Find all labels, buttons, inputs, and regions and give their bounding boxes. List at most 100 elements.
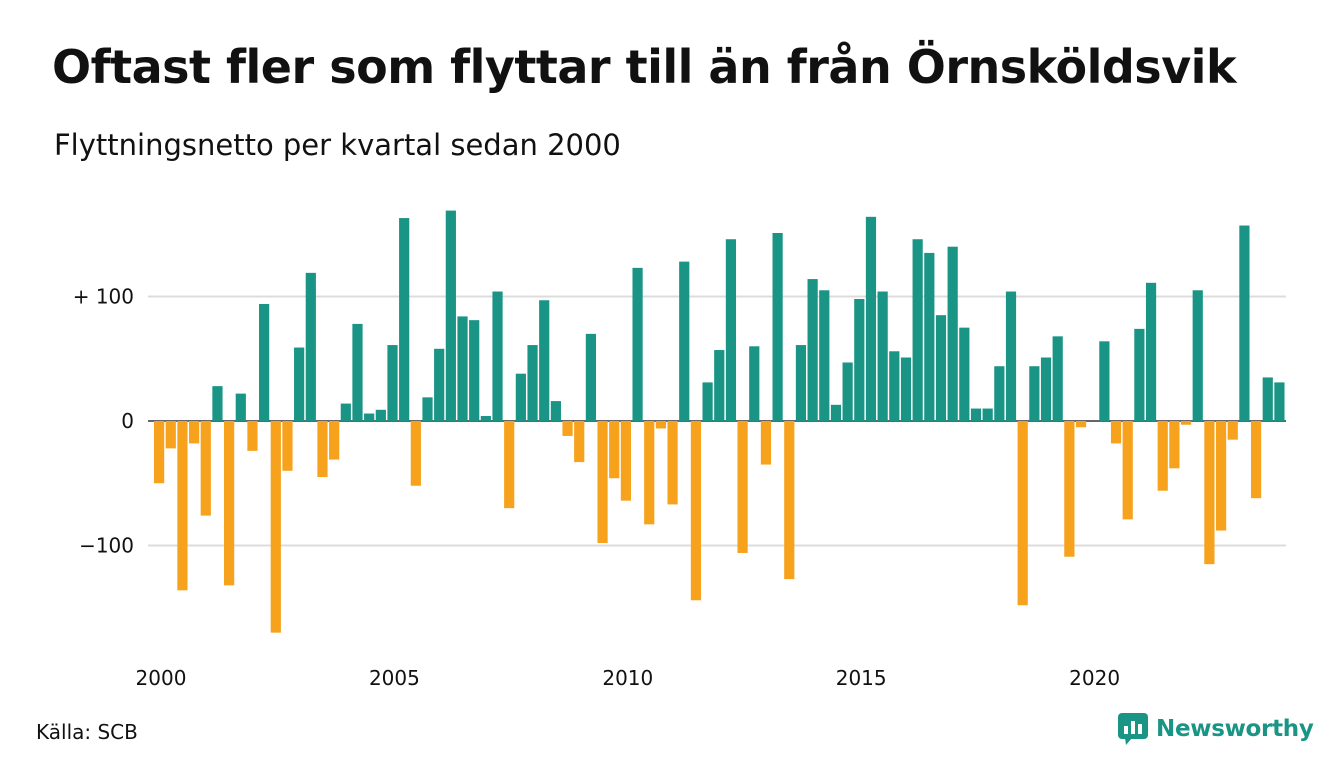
bar (1262, 377, 1273, 421)
bar (1029, 366, 1040, 421)
bar (702, 382, 713, 421)
bar (585, 333, 596, 421)
bar (1005, 291, 1017, 421)
bar (375, 409, 386, 421)
bar (1227, 421, 1238, 440)
bar (784, 421, 795, 580)
chart-subtitle: Flyttningsnetto per kvartal sedan 2000 (54, 128, 621, 162)
bar (889, 351, 900, 421)
bar (865, 216, 877, 421)
bar (632, 267, 643, 421)
y-tick-label: 0 (121, 409, 134, 433)
x-tick-label: 2015 (836, 666, 887, 690)
bar (1017, 421, 1028, 606)
bar (1239, 225, 1250, 421)
bar (1250, 421, 1262, 499)
bar (1274, 382, 1285, 421)
bar (387, 345, 398, 421)
bar (819, 290, 830, 421)
bars (154, 210, 1285, 633)
bar (749, 346, 760, 421)
bar (655, 421, 667, 429)
bar (1215, 421, 1227, 531)
bar (480, 416, 491, 421)
bar (912, 239, 923, 421)
bar (935, 315, 947, 421)
bar (515, 373, 526, 421)
bar (1099, 341, 1110, 421)
bar (900, 357, 912, 421)
x-tick-label: 2005 (369, 666, 420, 690)
bar (1192, 290, 1203, 421)
bar (177, 421, 188, 591)
bar (259, 303, 270, 421)
bar (795, 345, 807, 421)
bar (165, 421, 176, 449)
newsworthy-logo-icon (1118, 713, 1148, 745)
bar (1075, 421, 1087, 428)
bar (212, 386, 223, 421)
bar (994, 366, 1005, 421)
bar (550, 401, 561, 421)
bar (469, 320, 480, 421)
bar (574, 421, 585, 463)
bar (422, 397, 433, 421)
bar (970, 408, 982, 421)
brand-logo: Newsworthy (1118, 712, 1314, 746)
y-tick-label: + 100 (73, 285, 134, 309)
y-tick-label: −100 (79, 534, 134, 558)
bar (737, 421, 748, 553)
bar (539, 300, 550, 421)
bar (527, 345, 538, 421)
bar (679, 261, 690, 421)
bar (1180, 421, 1192, 425)
x-tick-label: 2020 (1069, 666, 1120, 690)
bar (1134, 328, 1145, 421)
bar (1110, 421, 1122, 444)
bar (270, 421, 281, 633)
y-axis-labels: + 100 0 −100 (73, 285, 134, 558)
bar (1040, 357, 1052, 421)
bar (282, 421, 293, 471)
bar (714, 350, 725, 421)
bar (305, 272, 316, 421)
x-tick-label: 2000 (136, 666, 187, 690)
bar (877, 291, 888, 421)
bar (410, 421, 421, 486)
bar (294, 347, 305, 421)
bar (982, 408, 993, 421)
bar (1145, 282, 1157, 421)
bar (620, 421, 631, 501)
bar (644, 421, 655, 525)
bar (1122, 421, 1133, 520)
bar (830, 404, 842, 421)
bar (200, 421, 211, 516)
bar (317, 421, 328, 478)
bar (247, 421, 258, 451)
bar (772, 233, 783, 421)
bar (504, 421, 515, 509)
source-note: Källa: SCB (36, 720, 138, 744)
bar (1169, 421, 1180, 469)
bar (457, 316, 468, 421)
bar (854, 298, 865, 421)
bar (1064, 421, 1075, 557)
bar (959, 327, 970, 422)
bar-chart: + 100 0 −100 2000 2005 2010 2015 2020 (73, 210, 1286, 690)
bar (340, 403, 351, 421)
bar (352, 323, 363, 421)
bar (609, 421, 620, 479)
bar (725, 239, 737, 421)
bar (807, 279, 818, 421)
bar (842, 362, 853, 421)
bar (562, 421, 573, 436)
bar (667, 421, 678, 505)
bar (760, 421, 772, 465)
bar (690, 421, 702, 601)
bar (154, 421, 165, 484)
bar (1052, 336, 1063, 421)
bar (445, 210, 456, 421)
bar (235, 393, 246, 421)
bar (364, 413, 375, 421)
bar (1204, 421, 1215, 565)
